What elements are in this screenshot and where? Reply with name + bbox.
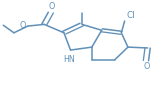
Text: HN: HN <box>63 55 75 64</box>
Text: O: O <box>49 2 55 11</box>
Text: O: O <box>144 62 150 71</box>
Text: O: O <box>19 21 25 30</box>
Text: Cl: Cl <box>126 11 135 20</box>
